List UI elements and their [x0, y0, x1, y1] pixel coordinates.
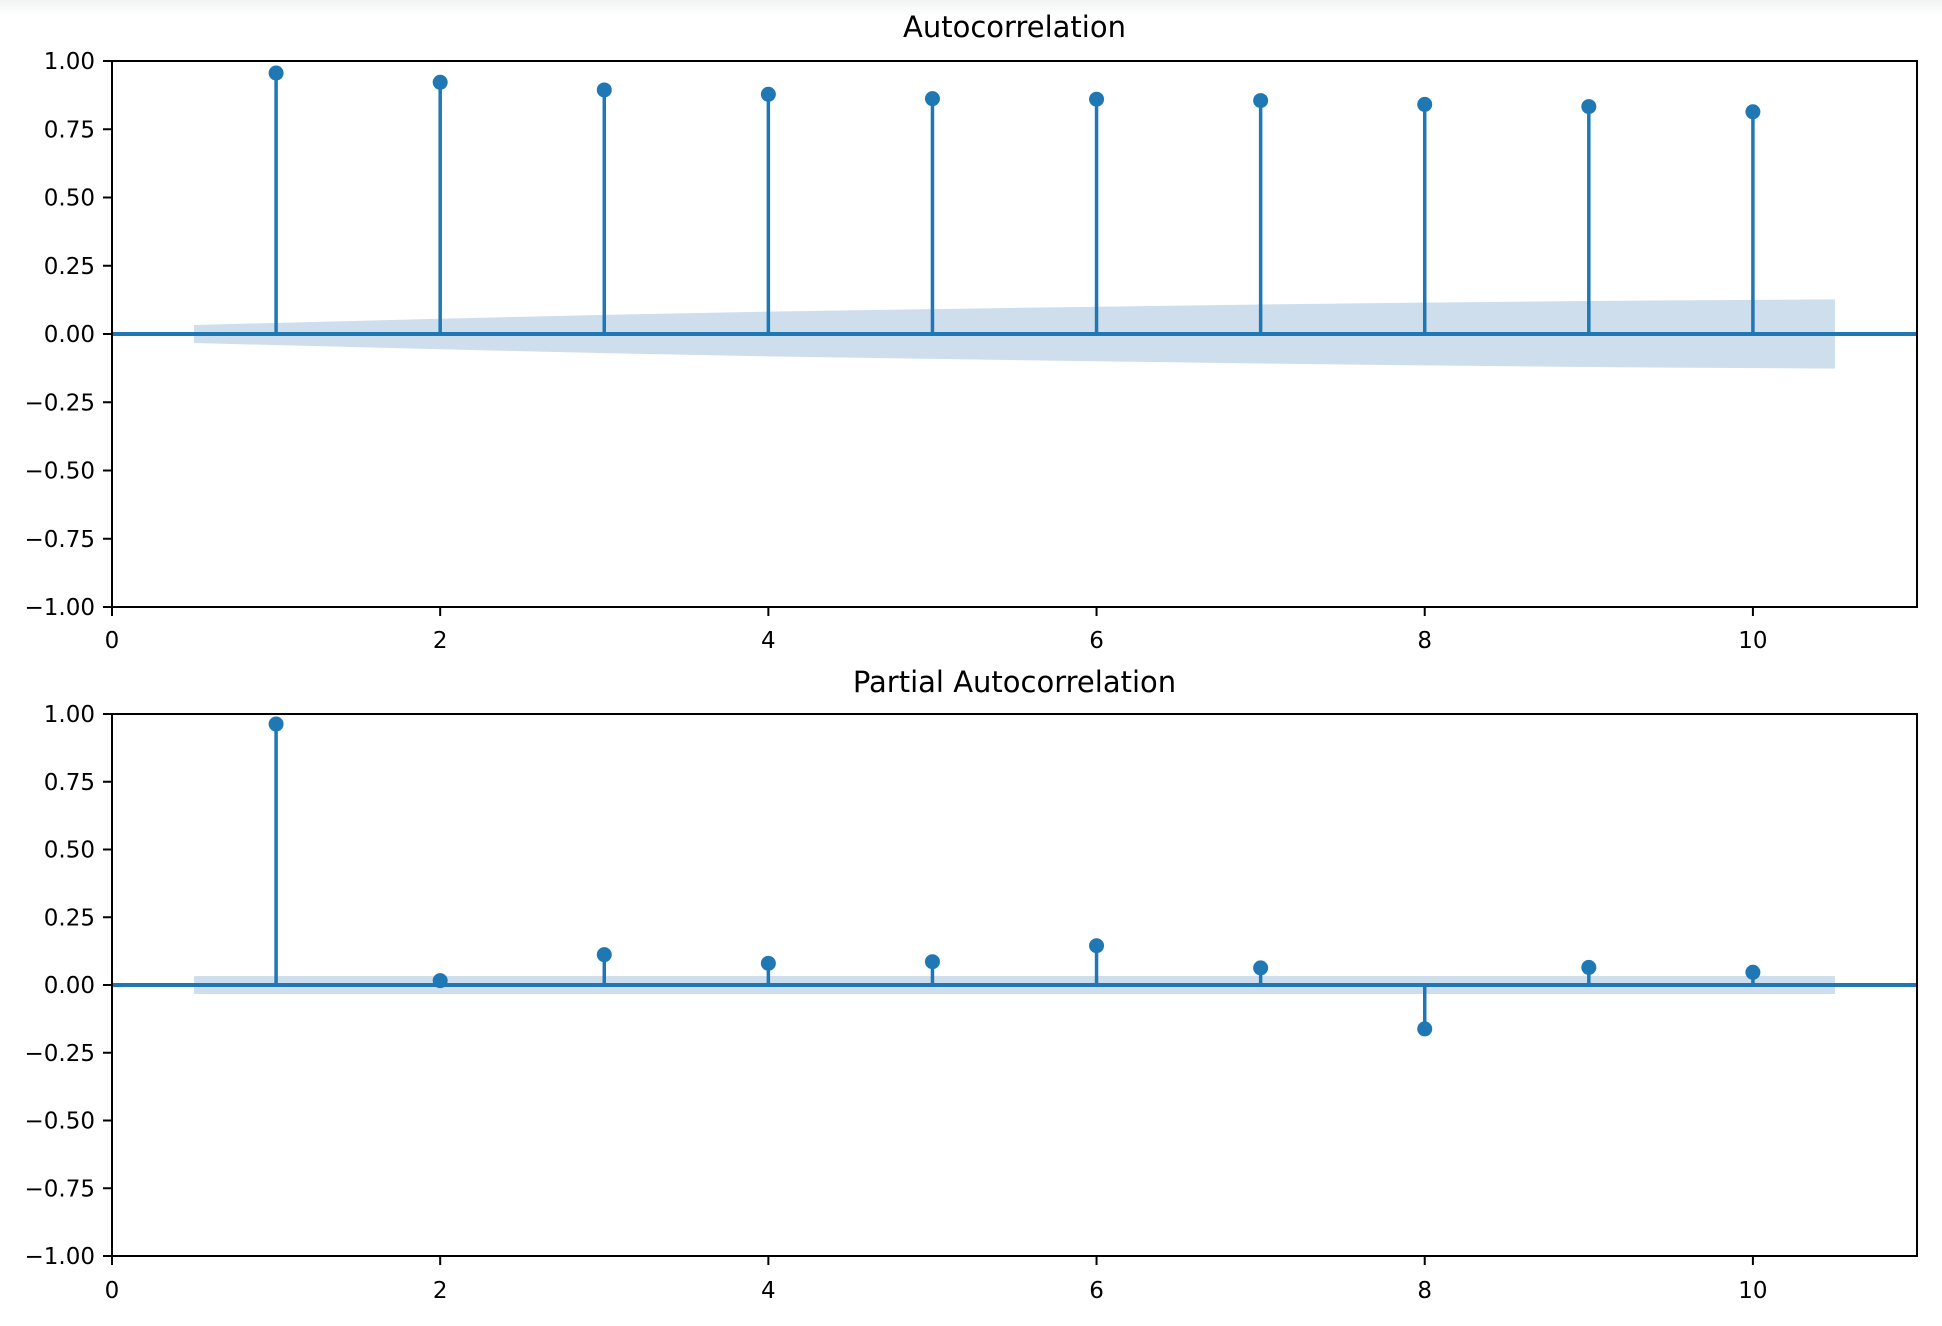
data-point-dot-lag-4: [760, 955, 776, 971]
x-tick-label: 0: [105, 1278, 120, 1304]
x-tick-label: 0: [105, 628, 120, 654]
y-tick-label: 0.50: [44, 838, 95, 864]
data-point-dot-lag-4: [760, 86, 776, 102]
data-point-dot-lag-1: [268, 716, 284, 732]
data-point-dot-lag-2: [432, 973, 448, 989]
x-tick-label: 2: [433, 628, 448, 654]
y-tick-label: 0.75: [44, 117, 95, 143]
data-point-dot-lag-8: [1417, 1021, 1433, 1037]
x-tick-label: 8: [1417, 1278, 1432, 1304]
x-tick-label: 10: [1738, 1278, 1767, 1304]
y-tick-label: −1.00: [25, 1244, 95, 1270]
data-point-dot-lag-6: [1089, 938, 1105, 954]
y-tick-label: 0.00: [44, 322, 95, 348]
y-tick-label: −1.00: [25, 595, 95, 621]
data-point-dot-lag-9: [1581, 959, 1597, 975]
x-tick-label: 6: [1089, 1278, 1104, 1304]
y-tick-label: −0.75: [25, 1176, 95, 1202]
data-point-dot-lag-2: [432, 74, 448, 90]
x-tick-label: 2: [433, 1278, 448, 1304]
y-tick-label: 0.50: [44, 186, 95, 212]
y-tick-label: 0.25: [44, 905, 95, 931]
x-tick-label: 6: [1089, 628, 1104, 654]
y-tick-label: 0.25: [44, 254, 95, 280]
data-point-dot-lag-5: [924, 91, 940, 107]
y-tick-label: −0.50: [25, 459, 95, 485]
y-tick-label: 1.00: [44, 702, 95, 728]
data-point-dot-lag-6: [1089, 91, 1105, 107]
acf-plot-title: Autocorrelation: [903, 10, 1126, 44]
data-point-dot-lag-3: [596, 82, 612, 98]
data-point-dot-lag-1: [268, 65, 284, 81]
y-tick-label: 0.75: [44, 770, 95, 796]
data-point-dot-lag-8: [1417, 96, 1433, 112]
x-tick-label: 10: [1738, 628, 1767, 654]
data-point-dot-lag-9: [1581, 99, 1597, 115]
pacf-plot-title: Partial Autocorrelation: [852, 665, 1177, 699]
pacf-subplot: 1.00 0.75 0.50 0.25 0.00 −0.25 −0.50 −0.75 −1.00…: [25, 702, 1918, 1304]
x-tick-label: 8: [1417, 628, 1432, 654]
y-tick-label: −0.25: [25, 1041, 95, 1067]
y-tick-label: 0.00: [44, 973, 95, 999]
y-tick-label: −0.50: [25, 1109, 95, 1135]
x-tick-label: 4: [761, 628, 776, 654]
data-point-dot-lag-10: [1745, 964, 1761, 980]
y-tick-label: 1.00: [44, 49, 95, 75]
data-point-dot-lag-10: [1745, 104, 1761, 120]
y-tick-label: −0.75: [25, 527, 95, 553]
data-point-dot-lag-7: [1253, 93, 1269, 109]
data-point-dot-lag-3: [596, 947, 612, 963]
data-point-dot-lag-5: [924, 954, 940, 970]
y-tick-label: −0.25: [25, 390, 95, 416]
acf-subplot: 1.00 0.75 0.50 0.25 0.00 −0.25 −0.50 −0.75 −1.00…: [25, 49, 1918, 654]
data-point-dot-lag-7: [1253, 960, 1269, 976]
x-tick-label: 4: [761, 1278, 776, 1304]
